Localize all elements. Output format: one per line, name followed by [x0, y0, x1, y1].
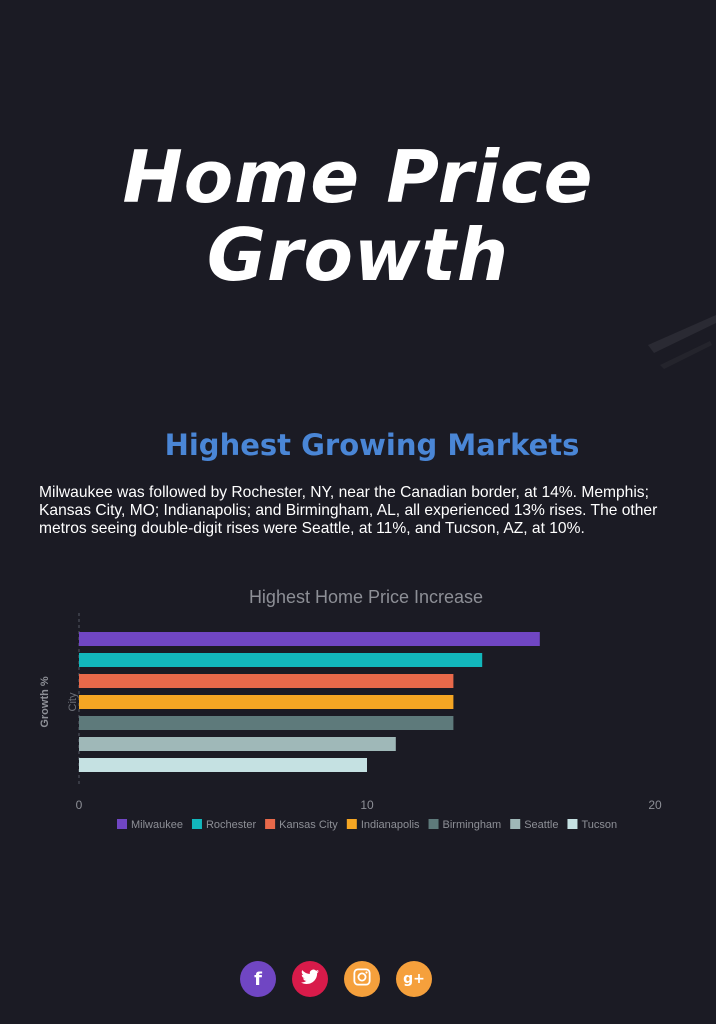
chart-container: Highest Home Price Increase City Growth % 0… — [0, 575, 716, 845]
google-plus-button[interactable]: g+ — [396, 961, 432, 997]
legend-label: Milwaukee — [131, 819, 183, 831]
bar-tucson — [79, 758, 367, 772]
legend-label: Rochester — [206, 819, 256, 831]
bar-kansas-city — [79, 674, 454, 688]
chart-title: Highest Home Price Increase — [249, 587, 483, 607]
x-tick-label: 0 — [76, 798, 83, 812]
legend-swatch — [428, 819, 439, 829]
instagram-button[interactable] — [344, 961, 380, 997]
legend-label: Birmingham — [443, 819, 502, 831]
section-title: Highest Growing Markets — [164, 428, 580, 462]
twitter-icon — [301, 969, 319, 989]
legend-label: Seattle — [524, 819, 558, 831]
legend-label: Kansas City — [279, 819, 338, 831]
legend-label: Tucson — [581, 819, 617, 831]
legend-swatch — [117, 819, 127, 829]
legend-swatch — [567, 819, 578, 829]
section-body: Milwaukee was followed by Rochester, NY,… — [39, 484, 658, 537]
bar-seattle — [79, 737, 396, 751]
bar-indianapolis — [79, 695, 454, 709]
bar-milwaukee — [79, 632, 540, 646]
bar-birmingham — [79, 716, 454, 730]
y-axis-outer-label: Growth % — [39, 676, 51, 728]
facebook-button[interactable]: f — [240, 961, 276, 997]
bar-rochester — [79, 653, 483, 667]
legend-swatch — [265, 819, 276, 829]
legend-swatch — [191, 819, 202, 829]
brush-stroke-decoration — [648, 315, 716, 369]
bar-chart: Highest Home Price Increase City Growth % 0… — [39, 587, 662, 831]
instagram-icon — [353, 968, 371, 990]
legend-swatch — [346, 819, 357, 829]
hero-title-line2: Growth — [206, 213, 510, 297]
hero-title-line1: Home Price — [122, 135, 594, 219]
legend-label: Indianapolis — [361, 819, 420, 831]
x-tick-label: 10 — [360, 798, 374, 812]
legend-swatch — [510, 819, 521, 829]
google-plus-icon: g+ — [403, 971, 425, 987]
facebook-icon: f — [254, 968, 262, 990]
twitter-button[interactable] — [292, 961, 328, 997]
x-tick-label: 20 — [648, 798, 662, 812]
y-axis-label: City — [67, 692, 79, 711]
social-bar: f g+ — [240, 961, 436, 997]
hero-title: Home Price Growth — [0, 138, 716, 294]
